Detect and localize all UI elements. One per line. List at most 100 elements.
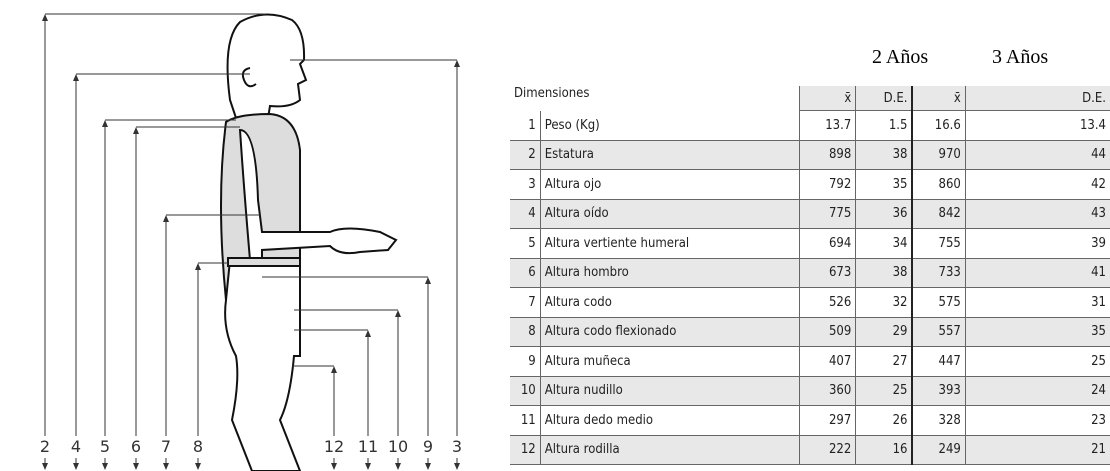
- cell: Altura rodilla: [540, 435, 800, 465]
- table-row: 1 Peso (Kg) 13.7 1.5 16.6 13.4: [510, 110, 1110, 141]
- cell: Altura ojo: [540, 169, 800, 200]
- dimension-number: 5: [100, 437, 110, 456]
- cell: 13.7: [799, 110, 856, 141]
- cell: 3: [510, 169, 541, 200]
- cell: 970: [911, 140, 966, 170]
- cell: 12: [510, 435, 541, 465]
- table-row: 3 Altura ojo 792 35 860 42: [510, 169, 1110, 200]
- cell: 44: [964, 140, 1110, 170]
- cell: 407: [799, 346, 856, 377]
- table-row: 2 Estatura 898 38 970 44: [510, 140, 1110, 170]
- dimension-number: 12: [324, 437, 344, 456]
- cell: 1.5: [855, 110, 913, 141]
- table-row: 8 Altura codo flexionado 509 29 557 35: [510, 317, 1110, 347]
- cell: 447: [911, 346, 966, 377]
- cell: 733: [911, 258, 966, 288]
- arrowhead: [395, 463, 401, 470]
- dimension-number: 4: [71, 437, 81, 456]
- dimension-number: 8: [193, 437, 203, 456]
- cell: 575: [911, 287, 966, 318]
- cell: D.E.: [964, 86, 1110, 111]
- dimension-number: 6: [131, 437, 141, 456]
- cell: Altura codo: [540, 287, 800, 318]
- cell: 10: [510, 376, 541, 406]
- arrowhead: [195, 463, 201, 470]
- table-row: 6 Altura hombro 673 38 733 41: [510, 258, 1110, 288]
- cell: 24: [964, 376, 1110, 406]
- cell: 27: [855, 346, 913, 377]
- arrowhead: [133, 127, 139, 134]
- cell: 23: [964, 405, 1110, 436]
- cell: 16.6: [911, 110, 966, 141]
- arrowhead: [395, 310, 401, 317]
- arrowhead: [195, 263, 201, 270]
- arrowhead: [163, 463, 169, 470]
- cell: 26: [855, 405, 913, 436]
- table-row: 5 Altura vertiente humeral 694 34 755 39: [510, 228, 1110, 259]
- cell: Altura oído: [540, 199, 800, 229]
- cell: 35: [855, 169, 913, 200]
- arrowhead: [42, 14, 48, 21]
- cell: 13.4: [964, 110, 1110, 141]
- dimension-arrow: 7: [161, 215, 171, 470]
- cell: 393: [911, 376, 966, 406]
- arrowhead: [102, 120, 108, 127]
- cell: 25: [964, 346, 1110, 377]
- cell: 842: [911, 199, 966, 229]
- arrowhead: [454, 463, 460, 470]
- arrowhead: [73, 74, 79, 81]
- silhouette: [220, 13, 398, 471]
- cell: 792: [799, 169, 856, 200]
- cell: Altura vertiente humeral: [540, 228, 800, 259]
- cell: D.E.: [855, 86, 913, 111]
- cell: 29: [855, 317, 913, 347]
- table-row: 10 Altura nudillo 360 25 393 24: [510, 376, 1110, 406]
- cell: Estatura: [540, 140, 800, 170]
- cell: 43: [964, 199, 1110, 229]
- cell: 9: [510, 346, 541, 377]
- cell: 297: [799, 405, 856, 436]
- cell: 557: [911, 317, 966, 347]
- cell: 11: [510, 405, 541, 436]
- arrowhead: [331, 463, 337, 470]
- cell: 328: [911, 405, 966, 436]
- cell: Altura codo flexionado: [540, 317, 800, 347]
- cell: 526: [799, 287, 856, 318]
- cell: 222: [799, 435, 856, 465]
- cell: 32: [855, 287, 913, 318]
- dimension-arrow: 3: [452, 60, 462, 470]
- dimension-arrow: 5: [100, 120, 110, 470]
- dimension-arrow: 6: [131, 127, 141, 470]
- dimension-table: Dimensiones x̄ D.E. x̄ D.E. 1 Peso (Kg) 13.7 1.5…: [510, 86, 1110, 465]
- cell: 6: [510, 258, 541, 288]
- guides: [45, 13, 457, 367]
- dimension-number: 10: [388, 437, 408, 456]
- cell: 35: [964, 317, 1110, 347]
- table-row: 7 Altura codo 526 32 575 31: [510, 287, 1110, 318]
- cell: 31: [964, 287, 1110, 318]
- cell: 16: [855, 435, 913, 465]
- arrowhead: [163, 215, 169, 222]
- cell: 755: [911, 228, 966, 259]
- dimension-number: 2: [40, 437, 50, 456]
- table-row: 12 Altura rodilla 222 16 249 21: [510, 435, 1110, 465]
- cell: Altura hombro: [540, 258, 800, 288]
- dimension-arrow: 10: [388, 310, 408, 470]
- cell: 38: [855, 258, 913, 288]
- dimension-arrow: 11: [358, 330, 378, 470]
- arrowhead: [425, 463, 431, 470]
- cell: x̄: [911, 86, 966, 111]
- cell: 1: [510, 110, 541, 141]
- cell: 4: [510, 199, 541, 229]
- dimension-number: 7: [161, 437, 171, 456]
- cell: 42: [964, 169, 1110, 200]
- cell: 673: [799, 258, 856, 288]
- arrowhead: [331, 366, 337, 373]
- cell: Altura muñeca: [540, 346, 800, 377]
- cell: 775: [799, 199, 856, 229]
- arrowhead: [102, 463, 108, 470]
- arrowhead: [425, 277, 431, 284]
- cell: Dimensiones: [510, 86, 800, 111]
- dimension-number: 9: [423, 437, 433, 456]
- arrowhead: [365, 330, 371, 337]
